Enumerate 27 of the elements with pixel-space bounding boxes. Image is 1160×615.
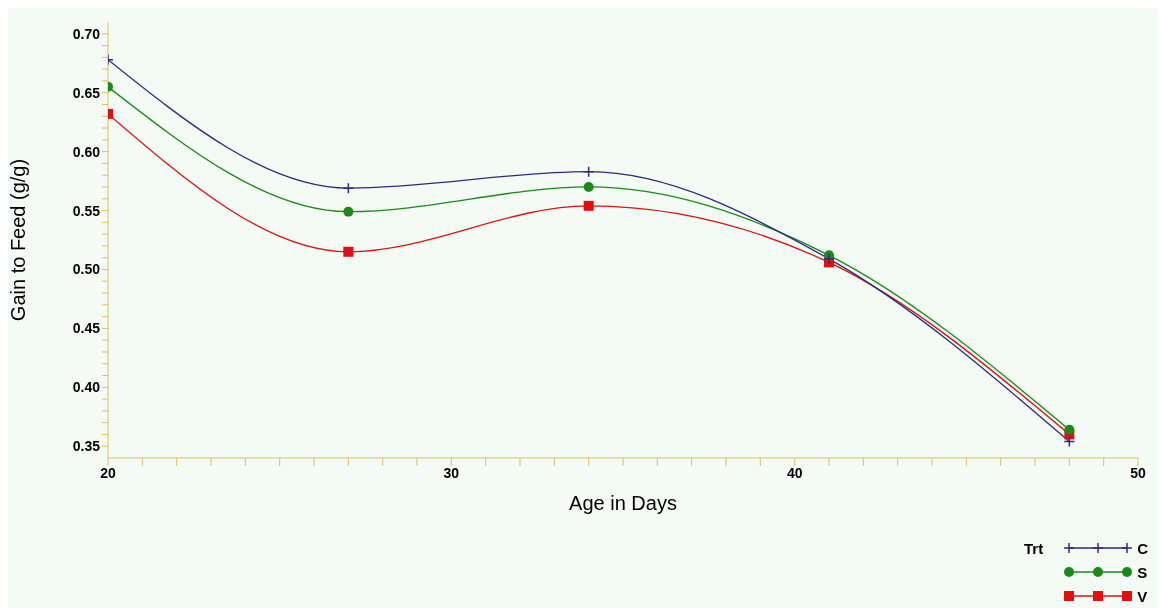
legend-label: S: [1137, 563, 1148, 581]
y-tick-label: 0.60: [72, 143, 101, 160]
legend-title: Trt: [1023, 539, 1044, 559]
point: [582, 165, 595, 178]
y-tick-label: 0.35: [72, 438, 101, 455]
point: [343, 206, 354, 217]
x-tick-label: 20: [100, 464, 116, 481]
point: [583, 200, 594, 211]
legend-label: V: [1137, 587, 1148, 605]
y-tick-label: 0.40: [72, 379, 101, 396]
y-tick-label: 0.45: [72, 320, 101, 337]
legend-label: C: [1137, 539, 1148, 557]
y-axis-title: Gain to Feed (g/g): [7, 158, 30, 322]
y-tick-label: 0.50: [72, 261, 101, 278]
y-tick-label: 0.65: [72, 84, 101, 101]
point: [1064, 424, 1075, 435]
point: [1063, 435, 1076, 448]
point: [343, 246, 354, 257]
y-tick-label: 0.70: [72, 25, 101, 42]
x-axis-title: Age in Days: [569, 492, 677, 514]
y-tick-label: 0.55: [72, 202, 101, 219]
point: [583, 181, 594, 192]
point: [342, 182, 355, 194]
point: [823, 253, 835, 265]
x-tick-label: 50: [1130, 464, 1146, 481]
x-tick-label: 40: [786, 464, 803, 481]
x-tick-label: 30: [443, 464, 460, 481]
